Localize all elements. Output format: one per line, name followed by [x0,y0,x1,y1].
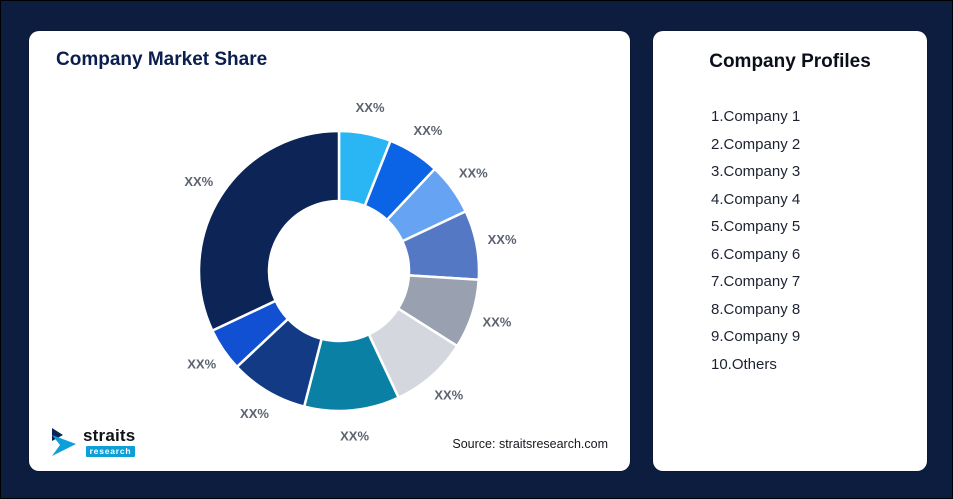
segment-label: XX% [459,165,488,180]
company-list-item: 4.Company 4 [711,190,801,208]
company-list-item: 8.Company 8 [711,300,801,318]
segment-label: XX% [413,123,442,138]
segment-label: XX% [184,174,213,189]
segment-label: XX% [488,232,517,247]
company-list-item: 1.Company 1 [711,108,801,125]
source-text: Source: straitsresearch.com [452,437,608,451]
logo-text-stack: straits research [83,426,136,457]
company-list-item: 5.Company 5 [711,218,801,235]
company-list-item: 10.Others [711,355,777,373]
straits-logo: straits research [51,426,136,457]
segment-label: XX% [340,428,369,443]
segment-label: XX% [482,314,511,329]
segment-label: XX% [240,406,269,421]
market-share-card: Company Market Share XX% XX% XX% XX% XX% XX% X… [29,31,630,471]
straits-logo-icon [52,428,76,456]
donut-chart: XX% XX% XX% XX% XX% XX% XX% XX% XX% XX% [184,100,517,443]
segment-label: XX% [434,388,463,403]
company-list-item: 9.Company 9 [711,328,801,345]
donut-segment [197,129,341,332]
chart-title: Company Market Share [56,49,268,70]
company-list-item: 7.Company 7 [711,273,801,290]
company-profiles-card: Company Profiles 1.Company 1 2.Company 2 3… [653,31,927,471]
company-list-item: 3.Company 3 [711,163,801,180]
logo-subtext: research [85,446,136,457]
company-list-item: 6.Company 6 [711,245,801,263]
logo-name: straits [83,426,136,446]
segment-label: XX% [356,100,385,115]
company-list: 1.Company 1 2.Company 2 3.Company 3 4.Compa… [711,103,917,378]
profiles-title: Company Profiles [709,51,871,72]
donut-chart-area: XX% XX% XX% XX% XX% XX% XX% XX% XX% XX% [29,79,630,461]
company-list-item: 2.Company 2 [711,135,801,153]
segment-label: XX% [187,356,216,371]
